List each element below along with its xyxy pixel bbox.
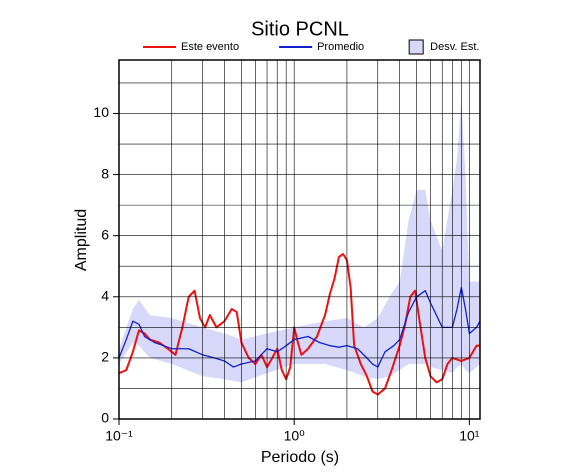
std-band <box>119 98 480 383</box>
y-tick-label: 4 <box>101 287 109 303</box>
series-line <box>119 253 480 396</box>
plot-clip <box>119 98 480 396</box>
y-tick-label: 2 <box>101 349 109 365</box>
y-axis-label: Amplitud <box>73 209 90 271</box>
y-tick-label: 0 <box>101 410 109 426</box>
chart-title: Sitio PCNL <box>251 18 349 40</box>
x-axis-label: Periodo (s) <box>261 449 339 466</box>
x-tick-label: 10⁰ <box>284 428 306 444</box>
y-tick-label: 10 <box>93 104 109 120</box>
legend-label: Este evento <box>181 41 239 53</box>
y-tick-label: 8 <box>101 165 109 181</box>
x-tick-label: 10⁻¹ <box>105 428 133 444</box>
legend-swatch <box>408 39 424 55</box>
y-tick-label: 6 <box>101 226 109 242</box>
x-tick-label: 10¹ <box>459 428 480 444</box>
plot-frame <box>118 59 481 420</box>
legend-label: Promedio <box>317 41 364 53</box>
legend-label: Desv. Est. <box>430 41 479 53</box>
